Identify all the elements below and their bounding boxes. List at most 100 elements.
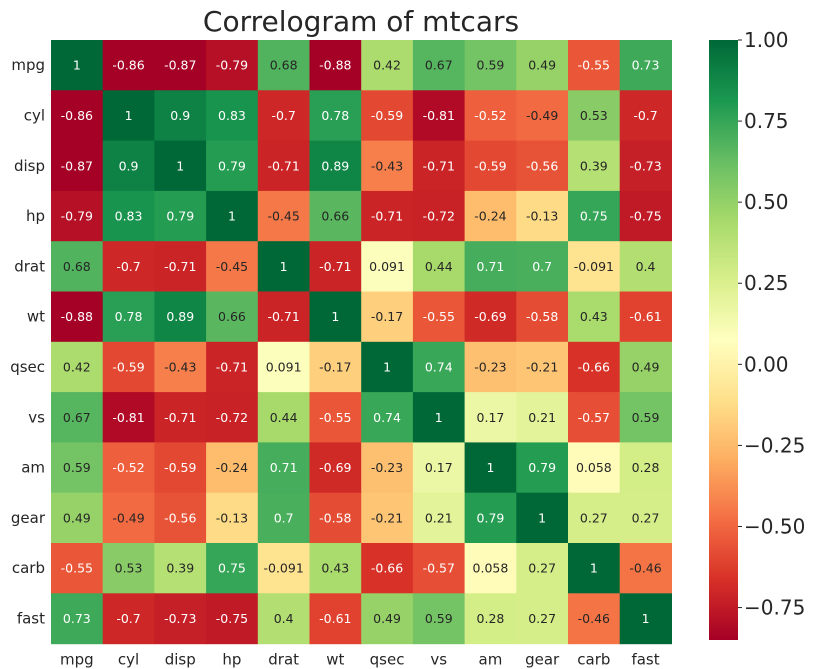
heatmap-cell <box>361 593 414 645</box>
heatmap-cell <box>206 140 259 192</box>
heatmap-cell <box>619 442 672 494</box>
cell-annotation: 0.44 <box>270 410 298 425</box>
heatmap-cell <box>568 392 621 443</box>
cell-annotation: -0.55 <box>319 410 351 425</box>
cell-annotation: 0.71 <box>477 259 505 274</box>
cell-annotation: 0.091 <box>266 359 302 374</box>
cell-annotation: 0.67 <box>425 58 453 73</box>
cell-annotation: 0.89 <box>166 309 194 324</box>
cell-annotation: -0.81 <box>112 410 144 425</box>
cell-annotation: -0.66 <box>371 561 403 576</box>
heatmap-cell <box>206 291 259 343</box>
cell-annotation: 0.42 <box>63 359 91 374</box>
cell-annotation: 0.73 <box>63 611 91 626</box>
heatmap-cell <box>619 543 672 594</box>
cell-annotation: 0.74 <box>425 359 453 374</box>
cell-annotation: 1 <box>590 561 598 576</box>
cell-annotation: -0.58 <box>319 510 351 525</box>
cell-annotation: -0.71 <box>216 359 248 374</box>
cell-annotation: -0.55 <box>578 58 610 73</box>
cell-annotation: -0.57 <box>578 410 610 425</box>
cell-annotation: 1 <box>642 611 650 626</box>
cell-annotation: -0.57 <box>423 561 455 576</box>
cell-annotation: 1 <box>383 359 391 374</box>
cell-annotation: -0.71 <box>164 410 196 425</box>
cell-annotation: -0.24 <box>474 209 506 224</box>
cell-annotation: -0.72 <box>216 410 248 425</box>
heatmap-cell <box>516 341 569 393</box>
cell-annotation: 1 <box>280 259 288 274</box>
heatmap-cell <box>464 392 517 443</box>
cell-annotation: 0.78 <box>321 108 349 123</box>
heatmap-cell <box>464 442 517 494</box>
cell-annotation: 0.4 <box>274 611 294 626</box>
heatmap-cell <box>257 241 311 293</box>
cell-annotation: -0.79 <box>61 209 93 224</box>
cell-annotation: -0.13 <box>216 510 248 525</box>
heatmap-cell <box>361 492 414 544</box>
heatmap-cell <box>51 40 104 91</box>
heatmap-cell <box>361 241 414 293</box>
cell-annotation: -0.87 <box>164 58 196 73</box>
heatmap-cell <box>516 492 569 544</box>
heatmap-cell <box>568 442 621 494</box>
cell-annotation: 0.4 <box>636 259 656 274</box>
colorbar-tick-label: 1.00 <box>744 28 789 52</box>
cell-annotation: -0.61 <box>629 309 661 324</box>
heatmap-cell <box>206 241 259 293</box>
heatmap-cell <box>257 140 311 192</box>
heatmap-cell <box>516 291 569 343</box>
y-tick-label: carb <box>12 559 45 577</box>
heatmap-cell <box>568 241 621 293</box>
cell-annotation: 0.28 <box>477 611 505 626</box>
heatmap-cell <box>309 442 362 494</box>
cell-annotation: -0.69 <box>474 309 506 324</box>
cell-annotation: 0.27 <box>528 611 556 626</box>
y-tick-label: am <box>21 459 45 477</box>
chart-title: Correlogram of mtcars <box>203 5 519 38</box>
heatmap-cell <box>412 593 466 645</box>
heatmap-cell <box>464 190 517 242</box>
cell-annotation: 1 <box>538 510 546 525</box>
cell-annotation: -0.091 <box>574 259 614 274</box>
heatmap-cell <box>361 140 414 192</box>
heatmap-cell <box>516 90 569 142</box>
heatmap-cell <box>309 90 362 142</box>
cell-annotation: 0.9 <box>170 108 190 123</box>
cell-annotation: 0.17 <box>477 410 505 425</box>
cell-annotation: -0.17 <box>371 309 403 324</box>
heatmap-cell <box>257 190 311 242</box>
heatmap-cell <box>51 241 104 293</box>
cell-annotation: -0.87 <box>61 158 93 173</box>
cell-annotation: -0.49 <box>112 510 144 525</box>
heatmap-cell <box>516 593 569 645</box>
cell-annotation: 0.71 <box>270 460 298 475</box>
y-tick-label: disp <box>14 157 45 175</box>
cell-annotation: 0.7 <box>532 259 552 274</box>
heatmap-cell <box>206 341 259 393</box>
heatmap-cell <box>619 190 672 242</box>
colorbar-tick-label: 0.25 <box>744 271 789 295</box>
heatmap-cell <box>154 392 207 443</box>
cell-annotation: 0.058 <box>473 561 509 576</box>
heatmap-cell <box>51 190 104 242</box>
cell-annotation: 0.89 <box>321 158 349 173</box>
cell-annotation: -0.49 <box>526 108 558 123</box>
heatmap-cell <box>619 140 672 192</box>
cell-annotation: 0.83 <box>218 108 246 123</box>
colorbar <box>709 40 738 640</box>
x-tick-label: vs <box>430 651 447 669</box>
colorbar-tick-label: −0.75 <box>744 596 805 620</box>
cell-annotation: -0.59 <box>112 359 144 374</box>
heatmap-cell <box>619 341 672 393</box>
cell-annotation: -0.55 <box>61 561 93 576</box>
heatmap-cells: 1 -0.86 -0.87 -0.79 0.68 -0.88 0.42 0.67 0.59 0.4… <box>51 40 672 645</box>
heatmap-cell <box>154 90 207 142</box>
heatmap-cell <box>257 442 311 494</box>
heatmap-cell <box>206 190 259 242</box>
cell-annotation: 0.74 <box>373 410 401 425</box>
heatmap-cell <box>361 90 414 142</box>
heatmap-cell <box>412 291 466 343</box>
heatmap-cell <box>102 190 155 242</box>
